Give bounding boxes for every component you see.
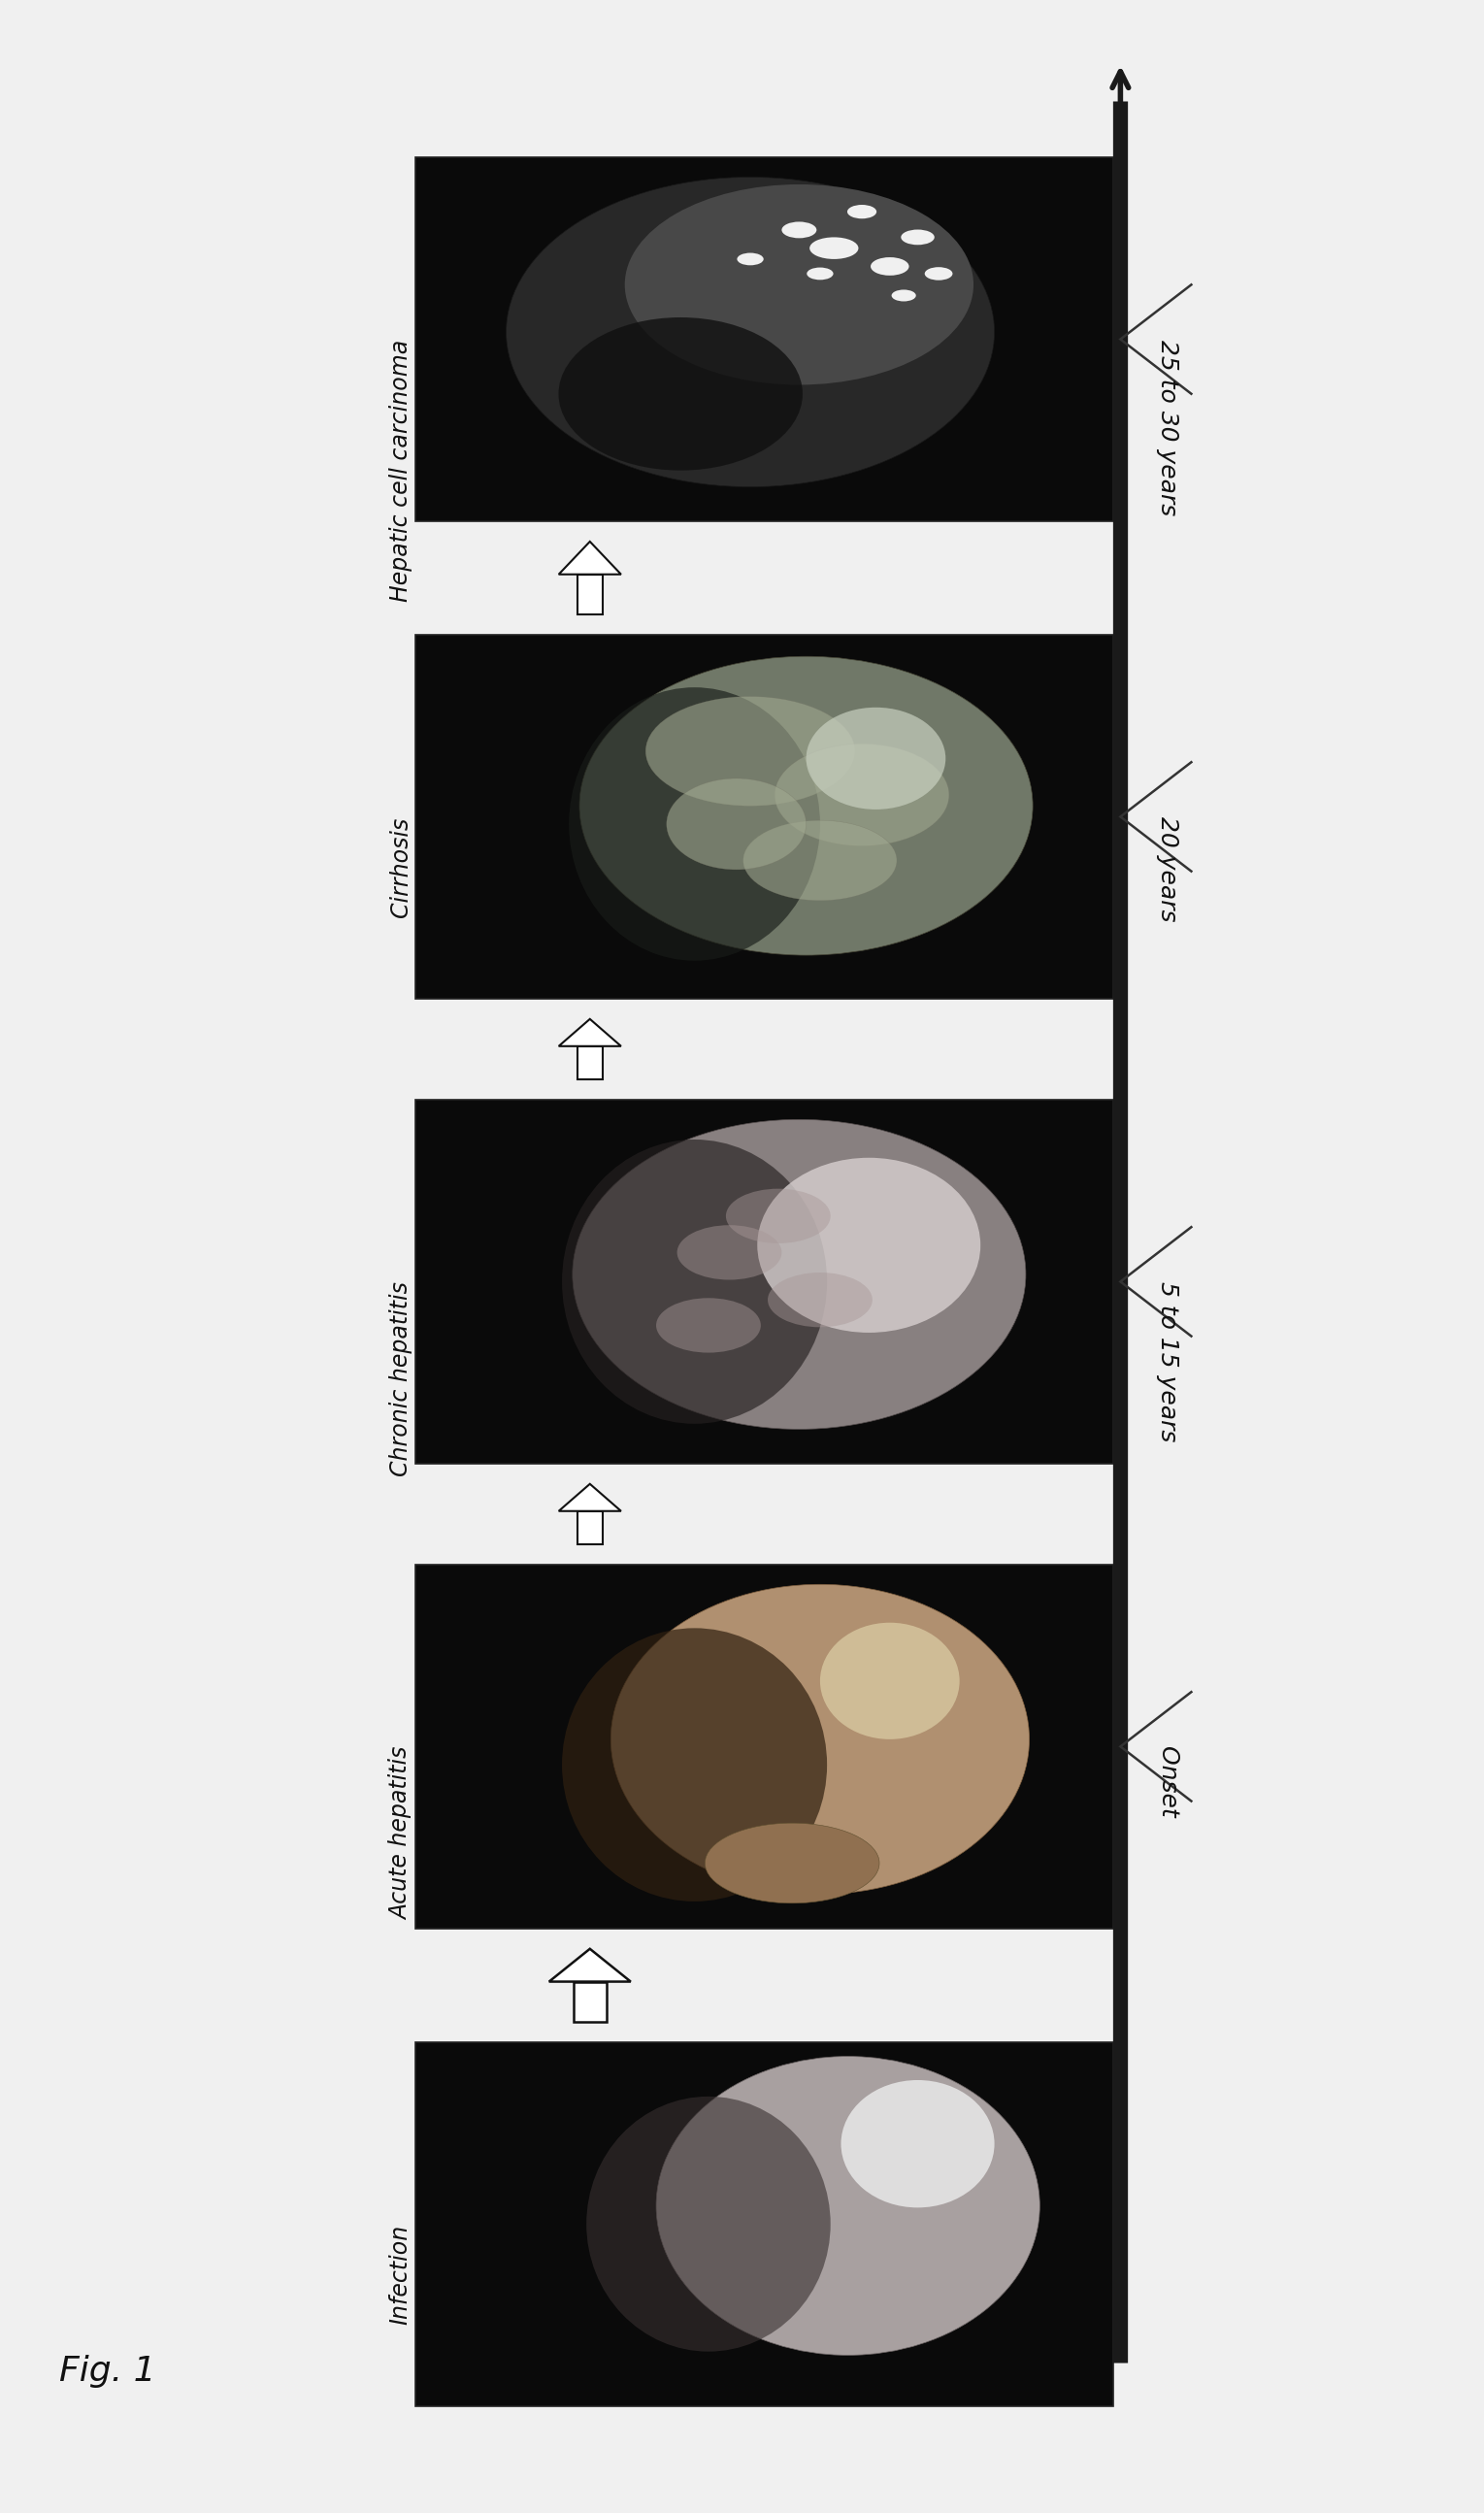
Ellipse shape [677,1226,782,1279]
Text: 5 to 15 years: 5 to 15 years [1156,1282,1180,1442]
Bar [416,1563,1113,1930]
Ellipse shape [782,221,816,239]
Text: Fig. 1: Fig. 1 [59,2355,156,2387]
Ellipse shape [568,689,821,960]
Ellipse shape [573,1118,1025,1430]
Ellipse shape [579,656,1033,955]
Ellipse shape [625,183,974,384]
Ellipse shape [892,289,916,302]
Polygon shape [549,1950,631,1983]
Ellipse shape [871,256,910,276]
Polygon shape [558,1483,622,1510]
Ellipse shape [743,819,896,900]
Ellipse shape [562,1138,827,1425]
Text: Infection: Infection [389,2224,413,2325]
Ellipse shape [757,1158,981,1332]
Text: Chronic hepatitis: Chronic hepatitis [389,1282,413,1478]
Ellipse shape [807,266,834,279]
Ellipse shape [726,1189,831,1244]
Text: Hepatic cell carcinoma: Hepatic cell carcinoma [389,339,413,601]
Ellipse shape [810,236,858,259]
Ellipse shape [901,229,935,244]
Bar [577,1045,603,1081]
Text: Onset: Onset [1156,1747,1180,1817]
Ellipse shape [586,2096,831,2352]
Ellipse shape [562,1628,827,1902]
Text: Cirrhosis: Cirrhosis [389,817,413,917]
Ellipse shape [841,2081,994,2206]
Bar [574,1983,607,2020]
Ellipse shape [806,709,945,809]
Ellipse shape [656,2056,1040,2355]
Text: 25 to 30 years: 25 to 30 years [1156,339,1180,515]
Ellipse shape [767,1272,873,1327]
Bar [416,156,1113,523]
Bar [416,2041,1113,2407]
Ellipse shape [705,1822,880,1902]
Bar [577,575,603,613]
Ellipse shape [775,744,950,847]
Ellipse shape [506,176,994,488]
Ellipse shape [738,254,764,266]
Bar [416,1101,1113,1463]
Ellipse shape [646,696,855,807]
Bar [416,633,1113,998]
Ellipse shape [611,1583,1030,1895]
Text: Acute hepatitis: Acute hepatitis [389,1747,413,1920]
Ellipse shape [558,317,803,470]
Ellipse shape [656,1299,761,1352]
Polygon shape [558,543,622,575]
Ellipse shape [847,204,877,219]
Polygon shape [558,1020,622,1045]
Bar [577,1510,603,1543]
Ellipse shape [925,266,953,281]
Ellipse shape [666,779,806,869]
Ellipse shape [821,1623,960,1739]
Text: 20 years: 20 years [1156,817,1180,922]
